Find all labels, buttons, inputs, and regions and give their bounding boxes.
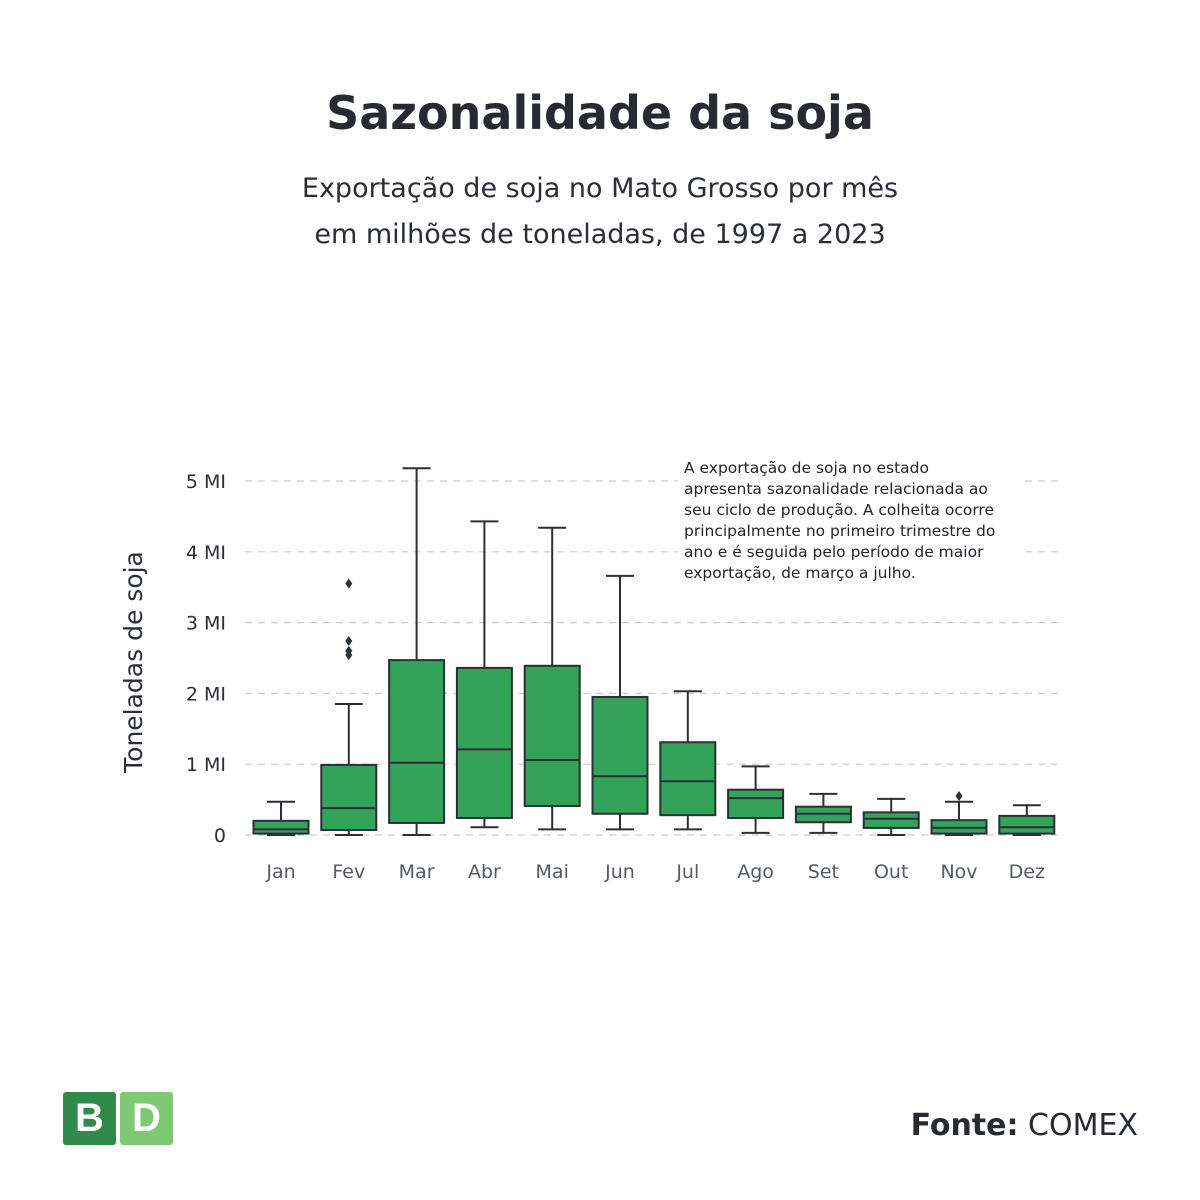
source: Fonte: COMEX — [911, 1108, 1138, 1143]
iqr-box — [320, 763, 378, 832]
annotation-text: A exportação de soja no estado apresenta … — [684, 459, 995, 582]
box-jul — [659, 690, 717, 831]
box-fev — [320, 578, 378, 836]
box-nov — [930, 791, 988, 836]
iqr-box — [659, 741, 717, 817]
x-tick-label: Dez — [1009, 861, 1045, 883]
logo-letter-b: B — [63, 1092, 116, 1145]
logo-letter-d: D — [120, 1092, 173, 1145]
source-value: COMEX — [1028, 1108, 1138, 1143]
box-set — [794, 792, 852, 834]
iqr-box — [591, 695, 649, 815]
outlier-point — [345, 578, 353, 589]
x-tick-label: Abr — [468, 861, 501, 883]
x-tick-label: Jun — [604, 861, 635, 883]
y-tick-label: 3 MI — [186, 613, 226, 635]
x-tick-label: Ago — [737, 861, 774, 883]
y-tick-label: 0 — [214, 825, 226, 847]
subtitle-line-2: em milhões de toneladas, de 1997 a 2023 — [314, 219, 886, 250]
annotation-line: A exportação de soja no estado — [684, 459, 929, 477]
box-mai — [523, 526, 581, 831]
iqr-box — [998, 814, 1056, 835]
iqr-box — [862, 811, 920, 829]
x-tick-label: Out — [874, 861, 908, 883]
x-tick-label: Fev — [332, 861, 365, 883]
y-axis-ticks: 0 1 MI 2 MI 3 MI 4 MI 5 MI — [186, 471, 226, 847]
x-tick-label: Nov — [940, 861, 977, 883]
source-label: Fonte: — [910, 1108, 1019, 1143]
x-tick-label: Jan — [265, 861, 295, 883]
annotation-line: exportação, de março a julho. — [684, 564, 916, 582]
box-mar — [388, 467, 446, 836]
iqr-box — [930, 819, 988, 835]
y-tick-label: 5 MI — [186, 471, 226, 493]
box-dez — [998, 804, 1056, 836]
x-axis-ticks: Jan Fev Mar Abr Mai Jun Jul Ago Set Out Nov Dez — [265, 861, 1045, 883]
iqr-box — [388, 659, 446, 824]
annotation-line: ano e é seguida pelo período de maior — [684, 543, 984, 561]
y-tick-label: 2 MI — [186, 683, 226, 705]
box-out — [862, 797, 920, 836]
chart-subtitle: Exportação de soja no Mato Grosso por mê… — [0, 166, 1200, 258]
chart-title: Sazonalidade da soja — [326, 86, 874, 140]
outlier-point — [955, 791, 963, 802]
x-tick-label: Jul — [675, 861, 699, 883]
box-jun — [591, 574, 649, 831]
outlier-point — [345, 636, 353, 647]
iqr-box — [252, 819, 310, 835]
iqr-box — [727, 788, 785, 820]
y-tick-label: 4 MI — [186, 542, 226, 564]
iqr-box — [455, 666, 513, 820]
outlier-point — [345, 650, 353, 661]
logo: B D — [63, 1092, 173, 1145]
x-tick-label: Mar — [399, 861, 435, 883]
annotation-line: apresenta sazonalidade relacionada ao — [684, 480, 988, 498]
box-jan — [252, 800, 310, 836]
x-tick-label: Mai — [536, 861, 569, 883]
iqr-box — [523, 664, 581, 807]
x-tick-label: Set — [808, 861, 839, 883]
box-abr — [455, 520, 513, 829]
boxes — [252, 467, 1056, 836]
annotation-line: principalmente no primeiro trimestre do — [684, 522, 995, 540]
y-axis-label: Toneladas de soja — [119, 551, 148, 774]
box-ago — [727, 765, 785, 834]
subtitle-line-1: Exportação de soja no Mato Grosso por mê… — [301, 173, 899, 204]
annotation-line: seu ciclo de produção. A colheita ocorre — [684, 501, 994, 519]
y-tick-label: 1 MI — [186, 754, 226, 776]
